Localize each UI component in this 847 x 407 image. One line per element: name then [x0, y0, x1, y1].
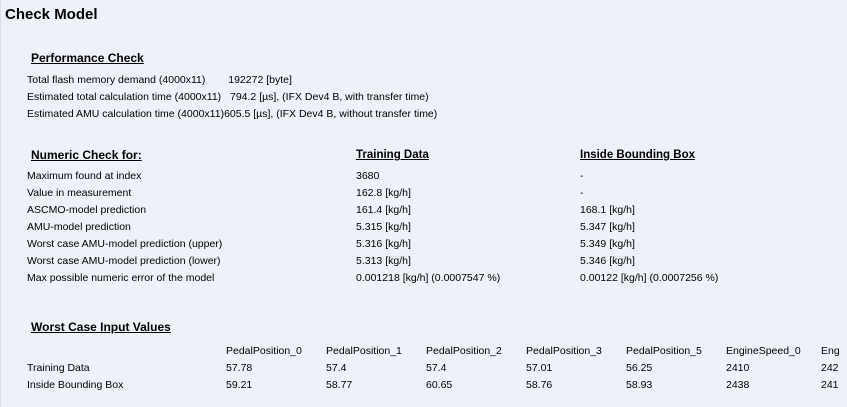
performance-line-total-time: Estimated total calculation time (4000x1… [27, 90, 429, 104]
worst-case-column-header: PedalPosition_3 [526, 345, 602, 357]
numeric-row-training: 161.4 [kg/h] [356, 204, 411, 216]
worst-case-cell: 57.78 [226, 362, 253, 374]
worst-case-cell: 58.77 [326, 379, 353, 391]
performance-line-amu-time: Estimated AMU calculation time (4000x11)… [27, 107, 437, 121]
worst-case-column-header: PedalPosition_0 [226, 345, 302, 357]
worst-case-cell: 58.93 [626, 379, 653, 391]
numeric-row-training: 3680 [356, 170, 380, 182]
worst-case-cell: 242 [821, 362, 839, 374]
numeric-row-training: 5.313 [kg/h] [356, 255, 411, 267]
column-header-inside-bounding-box: Inside Bounding Box [580, 149, 695, 161]
worst-case-cell: 56.25 [626, 362, 653, 374]
numeric-row-label: Maximum found at index [27, 170, 142, 182]
worst-case-cell: 2438 [726, 379, 750, 391]
numeric-row-bbox: - [580, 170, 584, 182]
page-title: Check Model [5, 6, 98, 23]
worst-case-row-label: Training Data [27, 362, 90, 374]
worst-case-cell: 57.4 [426, 362, 447, 374]
worst-case-column-header: EngineSpeed_0 [726, 345, 801, 357]
numeric-row-training: 5.316 [kg/h] [356, 238, 411, 250]
numeric-row-label: Value in measurement [27, 187, 132, 199]
performance-line-label: Total flash memory demand (4000x11) [27, 74, 206, 86]
performance-line-label: Estimated total calculation time (4000x1… [27, 91, 222, 103]
numeric-row-label: Max possible numeric error of the model [27, 272, 215, 284]
numeric-row-bbox: 5.349 [kg/h] [580, 238, 635, 250]
numeric-row-bbox: 168.1 [kg/h] [580, 204, 635, 216]
worst-case-column-header: PedalPosition_1 [326, 345, 402, 357]
worst-case-column-header: Eng [821, 345, 840, 357]
worst-case-cell: 241 [821, 379, 839, 391]
worst-case-column-header: PedalPosition_2 [426, 345, 502, 357]
performance-line-value: 605.5 [µs], (IFX Dev4 B, without transfe… [224, 108, 438, 120]
numeric-row-bbox: 5.347 [kg/h] [580, 221, 635, 233]
numeric-row-label: Worst case AMU-model prediction (upper) [27, 238, 223, 250]
numeric-row-bbox: 0.00122 [kg/h] (0.0007256 %) [580, 272, 719, 284]
numeric-check-heading: Numeric Check for: [31, 148, 142, 162]
worst-case-cell: 60.65 [426, 379, 453, 391]
performance-line-value: 192272 [byte] [228, 74, 292, 86]
worst-case-row-label: Inside Bounding Box [27, 379, 124, 391]
numeric-row-training: 162.8 [kg/h] [356, 187, 411, 199]
performance-line-flash: Total flash memory demand (4000x11) 1922… [27, 73, 292, 87]
numeric-row-label: ASCMO-model prediction [27, 204, 147, 216]
worst-case-heading: Worst Case Input Values [31, 320, 171, 334]
numeric-row-bbox: - [580, 187, 584, 199]
performance-check-heading: Performance Check [31, 51, 144, 65]
numeric-row-label: AMU-model prediction [27, 221, 131, 233]
worst-case-column-header: PedalPosition_5 [626, 345, 702, 357]
worst-case-cell: 57.4 [326, 362, 347, 374]
performance-line-label: Estimated AMU calculation time (4000x11) [27, 108, 225, 120]
worst-case-cell: 2410 [726, 362, 750, 374]
column-header-training-data: Training Data [356, 149, 429, 161]
worst-case-cell: 58.76 [526, 379, 553, 391]
numeric-row-label: Worst case AMU-model prediction (lower) [27, 255, 221, 267]
performance-line-value: 794.2 [µs], (IFX Dev4 B, with transfer t… [230, 91, 429, 103]
worst-case-cell: 57.01 [526, 362, 553, 374]
numeric-row-training: 0.001218 [kg/h] (0.0007547 %) [356, 272, 501, 284]
numeric-row-bbox: 5.346 [kg/h] [580, 255, 635, 267]
worst-case-cell: 59.21 [226, 379, 253, 391]
numeric-row-training: 5.315 [kg/h] [356, 221, 411, 233]
